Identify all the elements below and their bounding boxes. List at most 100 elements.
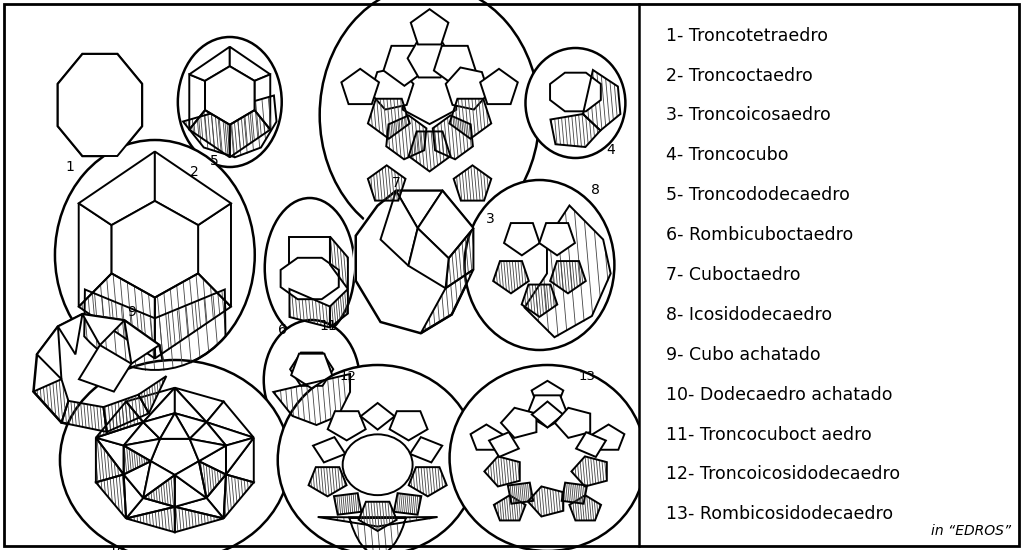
Polygon shape (143, 388, 175, 422)
Polygon shape (189, 439, 226, 461)
Polygon shape (408, 228, 449, 288)
Text: 7: 7 (392, 176, 400, 190)
Polygon shape (175, 388, 207, 422)
Text: 6: 6 (278, 323, 287, 337)
Polygon shape (124, 461, 150, 498)
Polygon shape (175, 461, 207, 498)
Polygon shape (189, 47, 230, 81)
Polygon shape (160, 413, 189, 439)
Ellipse shape (60, 360, 290, 550)
Text: 13: 13 (578, 370, 595, 383)
Polygon shape (471, 425, 502, 450)
Polygon shape (255, 74, 270, 130)
Text: 1: 1 (65, 160, 75, 174)
Polygon shape (504, 223, 540, 255)
Polygon shape (189, 422, 226, 446)
Text: 6- Rombicuboctaedro: 6- Rombicuboctaedro (666, 226, 853, 244)
Polygon shape (126, 498, 175, 519)
Text: 4: 4 (606, 143, 615, 157)
Polygon shape (58, 54, 142, 156)
Text: 5- Troncododecaedro: 5- Troncododecaedro (666, 186, 850, 204)
Ellipse shape (265, 198, 355, 338)
Polygon shape (407, 39, 451, 78)
Polygon shape (384, 46, 426, 86)
Polygon shape (175, 413, 207, 439)
Polygon shape (576, 432, 606, 457)
Text: in “EDROS”: in “EDROS” (931, 524, 1012, 538)
Polygon shape (125, 320, 160, 364)
Text: 2: 2 (190, 165, 199, 179)
Polygon shape (143, 413, 175, 439)
Polygon shape (226, 438, 254, 475)
Text: 10: 10 (108, 545, 126, 550)
Polygon shape (175, 388, 224, 422)
Ellipse shape (264, 320, 360, 440)
Polygon shape (79, 204, 112, 307)
Polygon shape (230, 47, 270, 81)
Polygon shape (79, 345, 131, 392)
Polygon shape (124, 439, 160, 461)
Polygon shape (342, 69, 379, 104)
Ellipse shape (55, 140, 255, 370)
Polygon shape (291, 353, 333, 386)
Polygon shape (198, 446, 226, 475)
Ellipse shape (464, 180, 615, 350)
Polygon shape (532, 402, 563, 427)
Polygon shape (446, 68, 489, 109)
Polygon shape (280, 258, 339, 299)
Polygon shape (410, 437, 442, 463)
Text: 13- Rombicosidodecaedro: 13- Rombicosidodecaedro (666, 505, 893, 523)
Polygon shape (527, 395, 568, 427)
Polygon shape (539, 223, 575, 255)
Text: 4- Troncocubo: 4- Troncocubo (666, 146, 789, 164)
Polygon shape (356, 191, 474, 333)
Text: 11- Troncocuboct aedro: 11- Troncocuboct aedro (666, 426, 872, 443)
Polygon shape (126, 388, 175, 422)
Ellipse shape (343, 434, 412, 495)
Polygon shape (37, 327, 61, 379)
Ellipse shape (353, 187, 477, 337)
Polygon shape (96, 422, 143, 446)
Polygon shape (550, 73, 601, 111)
Polygon shape (124, 475, 143, 519)
Text: 12- Troncoicosidodecaedro: 12- Troncoicosidodecaedro (666, 465, 900, 483)
Text: 5: 5 (211, 153, 219, 168)
Polygon shape (417, 191, 474, 258)
Ellipse shape (449, 365, 646, 550)
Polygon shape (189, 74, 205, 130)
Text: 2- Troncoctaedro: 2- Troncoctaedro (666, 67, 813, 85)
Text: 3: 3 (486, 212, 494, 226)
Polygon shape (83, 314, 125, 345)
Polygon shape (480, 69, 518, 104)
Polygon shape (205, 66, 255, 125)
Polygon shape (154, 151, 231, 225)
Polygon shape (361, 403, 395, 430)
Polygon shape (143, 461, 175, 498)
Text: 11: 11 (319, 319, 338, 333)
Polygon shape (292, 354, 332, 388)
Polygon shape (313, 437, 346, 463)
Polygon shape (207, 422, 254, 446)
Polygon shape (434, 46, 476, 86)
Ellipse shape (319, 0, 539, 245)
Text: 8- Icosidodecaedro: 8- Icosidodecaedro (666, 306, 833, 324)
Polygon shape (390, 411, 428, 441)
Polygon shape (489, 432, 519, 457)
Polygon shape (290, 236, 330, 265)
Polygon shape (327, 411, 365, 441)
Polygon shape (175, 498, 224, 519)
Polygon shape (501, 408, 536, 438)
Polygon shape (150, 439, 198, 475)
Polygon shape (207, 475, 226, 519)
Polygon shape (370, 68, 413, 109)
Polygon shape (403, 67, 456, 124)
Text: 12: 12 (340, 370, 356, 383)
Ellipse shape (277, 365, 478, 550)
Ellipse shape (178, 37, 281, 167)
Polygon shape (96, 438, 124, 475)
Polygon shape (79, 151, 154, 225)
Text: 1- Troncotetraedro: 1- Troncotetraedro (666, 27, 829, 45)
Text: 3- Troncoicosaedro: 3- Troncoicosaedro (666, 107, 831, 124)
Polygon shape (112, 201, 198, 298)
Polygon shape (124, 422, 160, 446)
